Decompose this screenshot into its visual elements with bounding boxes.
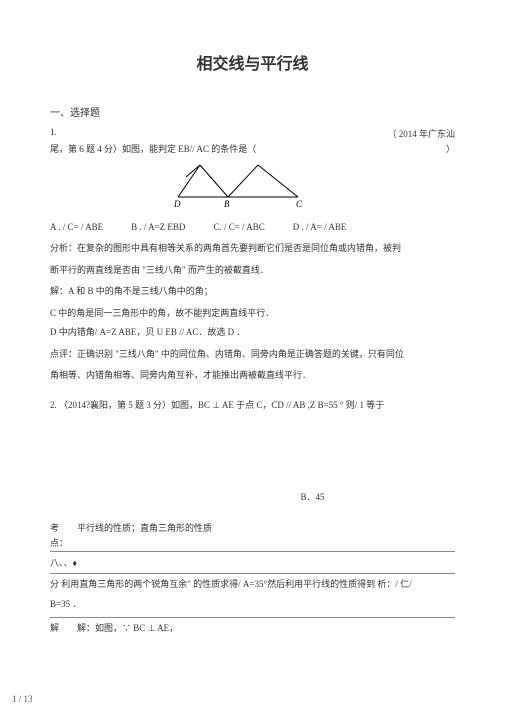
- kao-label: 考 平行线的性质；直角三角形的性质: [50, 521, 455, 534]
- fen-line: 分 利用直角三角形的两个锐角互余" 的性质求得/ A=35°然后利用平行线的性质…: [50, 573, 455, 592]
- q1-figure: D B C: [50, 159, 455, 216]
- triangle-diagram: D B C: [168, 159, 338, 211]
- q1-comment-1: 点评：正确识别 "三线八角" 中的同位角、内错角、同旁内角是正确答题的关键，只有…: [50, 348, 455, 362]
- choice-d: D . / A= / ABE: [293, 222, 347, 232]
- figure-placeholder: [50, 420, 455, 480]
- q2-stem: 2. （2014?襄阳，第 5 题 3 分）如图，BC ⊥ AE 于点 C，CD…: [50, 399, 455, 413]
- page-footer: 1 / 13: [12, 694, 33, 704]
- choice-b: B . / A=Z EBD: [131, 222, 185, 232]
- q1-choices: A . / C= / ABE B . / A=Z EBD C. / C= / A…: [50, 222, 455, 232]
- q1-sol-2: C 中的角是同一三角形中的角，故不能判定两直线平行．: [50, 307, 455, 321]
- q1-analysis-1: 分析：在复杂的图形中具有相等关系的两角首先要判断它们是否是同位角或内错角，被判: [50, 242, 455, 256]
- choice-c: C. / C= / ABC: [213, 222, 264, 232]
- label-c: C: [296, 199, 303, 209]
- q1-number: 1.: [50, 127, 57, 140]
- dian-label: 点：: [50, 536, 455, 549]
- q1-analysis-2: 断平行的两直线是否由 "三线八角" 而产生的被截直线．: [50, 264, 455, 278]
- fen-line-2: B=35 ．: [50, 598, 455, 612]
- q2-option-b: B．45: [170, 490, 455, 503]
- q1-comment-2: 角相等、内错角相等、同旁内角互补，才能推出两被截直线平行．: [50, 369, 455, 383]
- page: 相交线与平行线 一、选择题 1. （ 2014 年广东汕 尾，第 6 题 4 分…: [0, 0, 505, 636]
- q1-stem: 尾，第 6 题 4 分）如图，能判定 EB// AC 的条件是（ ）: [50, 142, 455, 155]
- q1-close: ）: [446, 142, 455, 155]
- label-b: B: [224, 199, 230, 209]
- label-d: D: [173, 199, 181, 209]
- q1-cont: 尾，第 6 题 4 分）如图，能判定 EB// AC 的条件是（: [50, 142, 256, 155]
- section-heading: 一、选择题: [50, 104, 455, 119]
- q1-header: 1. （ 2014 年广东汕: [50, 127, 455, 140]
- jie-line: 解 解：如图，∵ BC ⊥ AE，: [50, 617, 455, 636]
- q1-source: （ 2014 年广东汕: [387, 127, 455, 140]
- sym-line: 八、、♦: [50, 551, 455, 569]
- q1-sol-1: 解：A 和 B 中的角不是三线八角中的角；: [50, 285, 455, 299]
- choice-a: A . / C= / ABE: [50, 222, 103, 232]
- q1-sol-3: D 中内错角/ A=Z ABE，贝 U EB // AC．故选 D ．: [50, 326, 455, 340]
- page-title: 相交线与平行线: [50, 50, 455, 74]
